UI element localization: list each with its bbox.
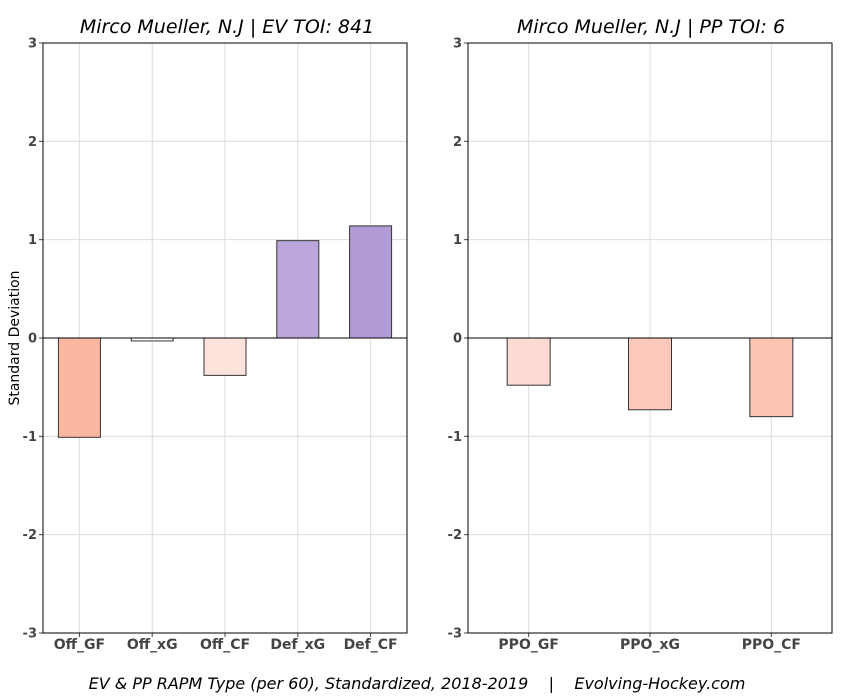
figure-footer: EV & PP RAPM Type (per 60), Standardized…	[89, 674, 746, 693]
y-tick-label: -3	[448, 627, 462, 642]
bar-ppo-gf	[506, 337, 551, 386]
category-label: Off_xG	[127, 637, 178, 653]
category-label: PPO_CF	[742, 637, 801, 653]
category-label: PPO_GF	[498, 637, 558, 653]
y-tick-label: 3	[28, 37, 37, 52]
bar-ppo-cf	[749, 337, 794, 418]
panel-title: Mirco Mueller, N.J | PP TOI: 6	[517, 16, 785, 38]
bar-ppo-xg	[628, 337, 672, 411]
category-label: PPO_xG	[620, 637, 680, 653]
bar-off-cf	[203, 337, 247, 376]
y-tick-label: 0	[453, 332, 462, 347]
bar-off-gf	[57, 337, 101, 438]
chart-panel-1: Mirco Mueller, N.J | EV TOI: 841 3 2 1 0 -1 -2…	[23, 16, 408, 653]
y-tick-label: 1	[453, 233, 462, 248]
y-tick-label: 2	[28, 135, 37, 150]
category-label: Def_CF	[344, 637, 398, 653]
y-tick-label: -1	[23, 430, 37, 445]
bar-def-xg	[276, 240, 320, 339]
y-tick-label: 2	[453, 135, 462, 150]
y-tick-label: 3	[453, 37, 462, 52]
chart-panel-2: Mirco Mueller, N.J | PP TOI: 6 3 2 1 0 -1 -2 -3…	[448, 16, 833, 653]
y-tick-label: 1	[28, 233, 37, 248]
category-label: Off_CF	[200, 637, 250, 653]
y-tick-label: -3	[23, 627, 37, 642]
y-tick-label: -1	[448, 430, 462, 445]
plot-frame	[42, 42, 408, 634]
panel-title: Mirco Mueller, N.J | EV TOI: 841	[80, 16, 374, 38]
y-tick-label: -2	[23, 528, 37, 543]
plot-frame	[467, 42, 833, 634]
category-label: Off_GF	[54, 637, 105, 653]
y-tick-label: 0	[28, 332, 37, 347]
y-tick-label: -2	[448, 528, 462, 543]
y-axis-label: Standard Deviation	[7, 270, 23, 405]
category-label: Def_xG	[270, 637, 325, 653]
panels: Mirco Mueller, N.J | EV TOI: 841 3 2 1 0 -1 -2…	[23, 16, 833, 653]
bar-def-cf	[349, 225, 393, 339]
